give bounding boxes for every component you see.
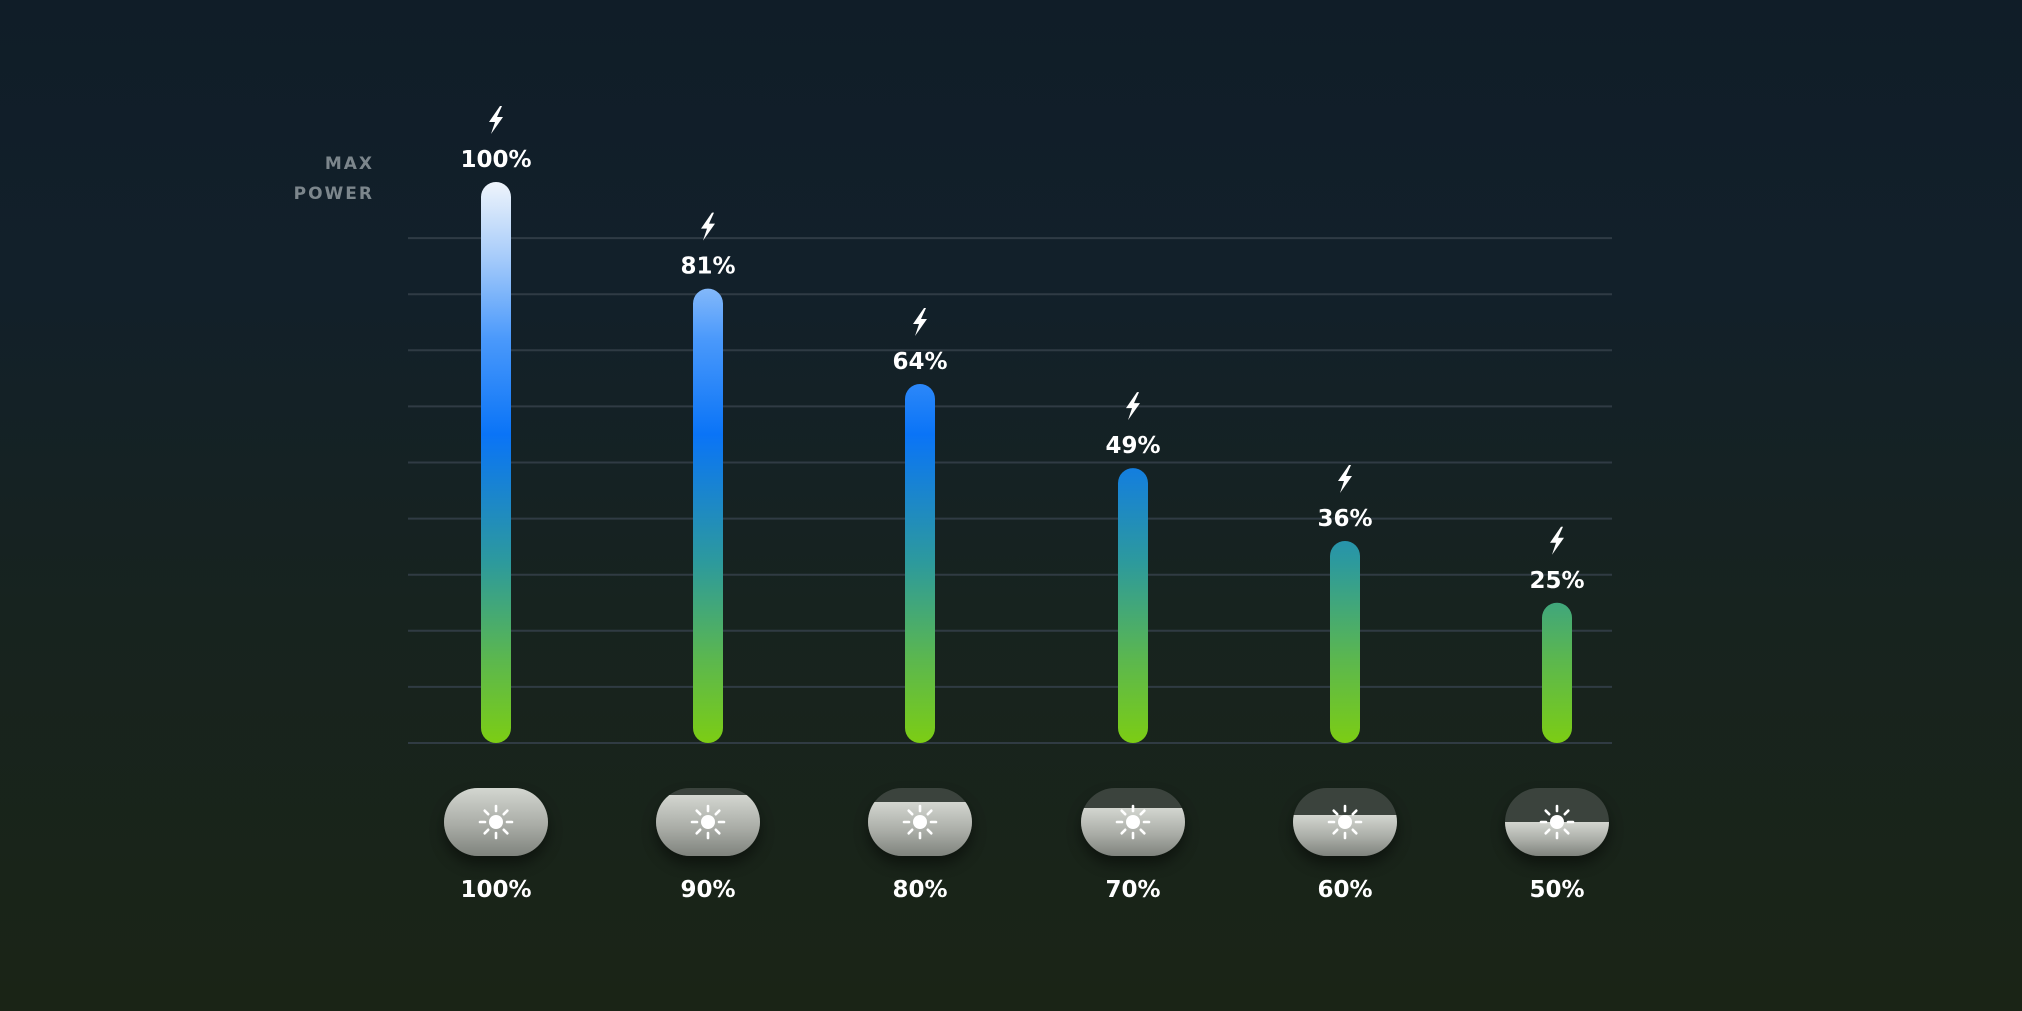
category-label: 90% bbox=[680, 877, 736, 903]
sun-icon bbox=[1539, 804, 1575, 840]
category-label: 60% bbox=[1317, 877, 1373, 903]
category-label: 50% bbox=[1529, 877, 1585, 903]
data-label: 100% bbox=[460, 147, 531, 173]
brightness-indicator bbox=[868, 788, 972, 856]
brightness-indicator bbox=[1081, 788, 1185, 856]
category-label: 70% bbox=[1105, 877, 1161, 903]
bar bbox=[905, 383, 935, 743]
bar bbox=[693, 288, 723, 743]
lightning-bolt-icon bbox=[489, 106, 503, 134]
brightness-indicator bbox=[1505, 788, 1609, 856]
sun-icon bbox=[1327, 804, 1363, 840]
sun-icon bbox=[690, 804, 726, 840]
power-label: POWER bbox=[293, 184, 374, 204]
bar bbox=[1118, 468, 1148, 743]
category-label: 80% bbox=[892, 877, 948, 903]
data-label: 25% bbox=[1529, 568, 1584, 594]
lightning-bolt-icon bbox=[701, 212, 715, 241]
lightning-bolt-icon bbox=[913, 307, 927, 336]
brightness-indicator bbox=[444, 788, 548, 856]
lightning-bolt-icon bbox=[1338, 465, 1352, 494]
lightning-bolt-icon bbox=[1550, 526, 1564, 555]
bar bbox=[1330, 541, 1360, 743]
lightning-bolt-icon bbox=[1126, 392, 1140, 421]
sun-icon bbox=[1115, 804, 1151, 840]
data-label: 36% bbox=[1317, 506, 1372, 532]
sun-icon bbox=[902, 804, 938, 840]
sun-icon bbox=[478, 804, 514, 840]
data-label: 64% bbox=[892, 349, 947, 375]
data-label: 49% bbox=[1105, 433, 1160, 459]
brightness-indicator bbox=[656, 788, 760, 856]
brightness-indicator bbox=[1293, 788, 1397, 856]
max-label: MAX bbox=[324, 154, 374, 174]
data-label: 81% bbox=[680, 254, 735, 280]
bar bbox=[1542, 602, 1572, 743]
bar bbox=[481, 182, 511, 743]
category-label: 100% bbox=[460, 877, 532, 903]
